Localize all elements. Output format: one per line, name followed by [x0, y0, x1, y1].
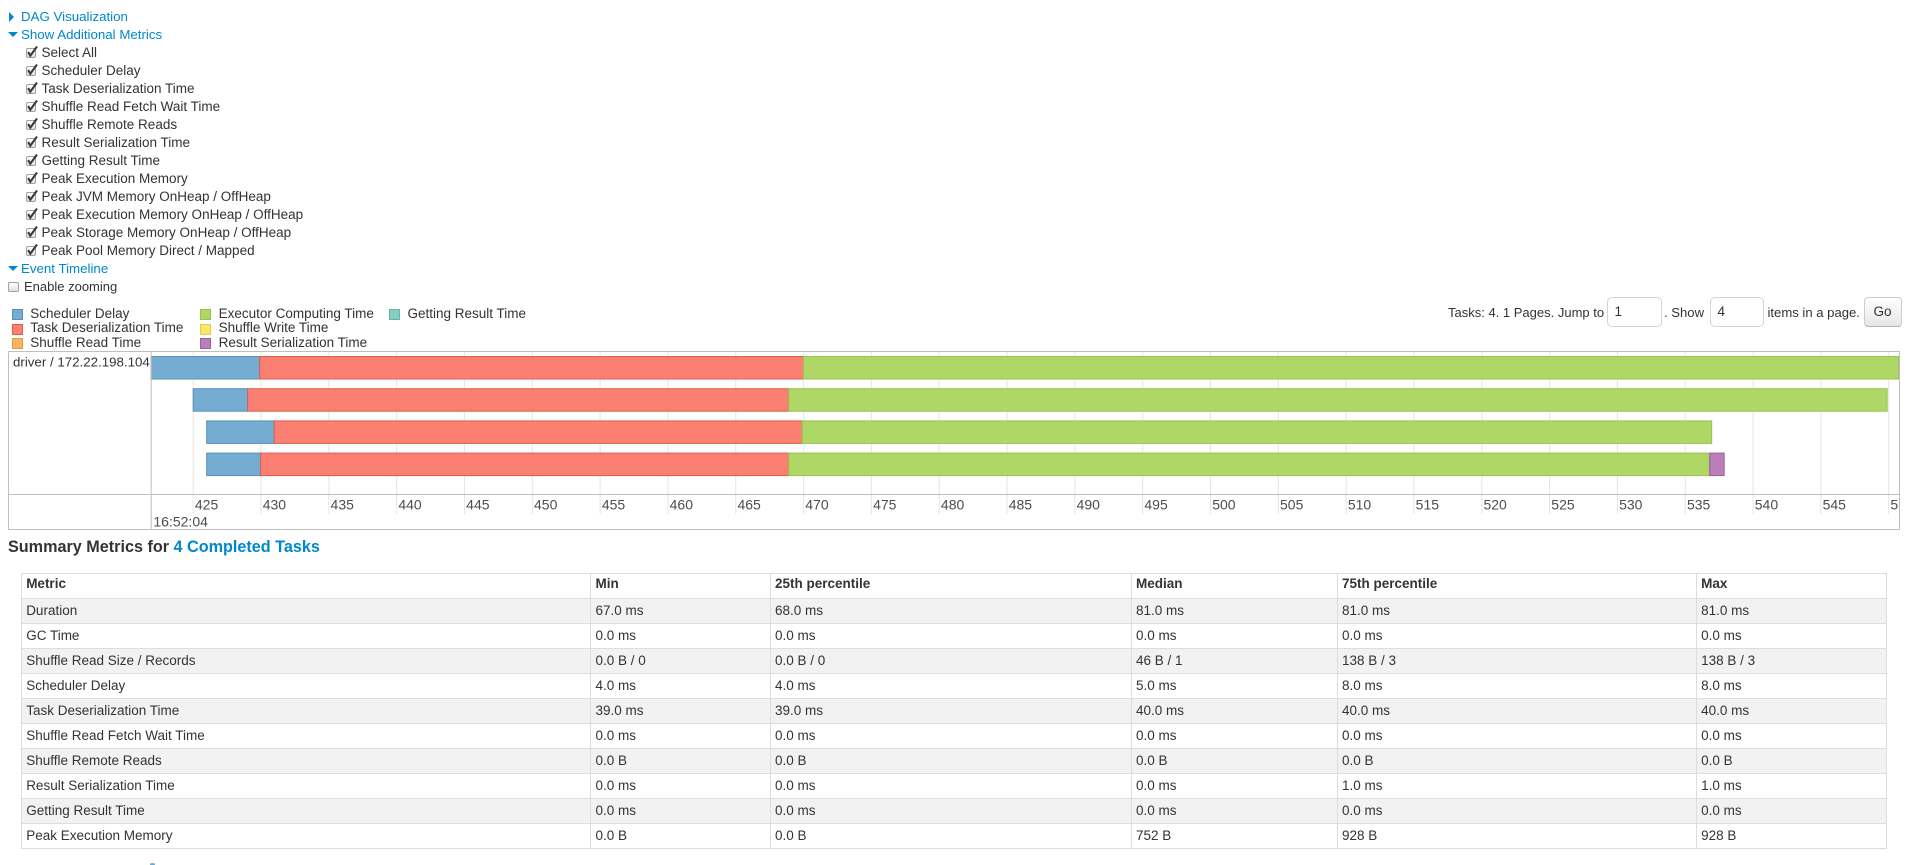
- svg-text:475: 475: [873, 496, 897, 512]
- svg-text:435: 435: [331, 496, 355, 512]
- svg-text:535: 535: [1687, 496, 1711, 512]
- svg-text:525: 525: [1552, 496, 1576, 512]
- svg-text:440: 440: [399, 496, 423, 512]
- svg-text:540: 540: [1755, 496, 1779, 512]
- svg-text:485: 485: [1009, 496, 1033, 512]
- svg-text:530: 530: [1619, 496, 1643, 512]
- svg-text:455: 455: [602, 496, 626, 512]
- svg-text:430: 430: [263, 496, 287, 512]
- svg-text:450: 450: [534, 496, 558, 512]
- svg-text:16:52:04: 16:52:04: [154, 513, 209, 529]
- svg-text:515: 515: [1416, 496, 1440, 512]
- svg-text:445: 445: [466, 496, 490, 512]
- svg-text:5: 5: [1891, 496, 1899, 512]
- svg-text:505: 505: [1280, 496, 1304, 512]
- svg-text:495: 495: [1145, 496, 1169, 512]
- svg-text:500: 500: [1212, 496, 1236, 512]
- svg-text:490: 490: [1077, 496, 1101, 512]
- svg-text:510: 510: [1348, 496, 1372, 512]
- svg-text:driver / 172.22.198.104: driver / 172.22.198.104: [13, 354, 150, 369]
- svg-text:480: 480: [941, 496, 965, 512]
- svg-text:425: 425: [195, 496, 219, 512]
- svg-text:520: 520: [1484, 496, 1508, 512]
- svg-text:460: 460: [670, 496, 694, 512]
- svg-text:470: 470: [806, 496, 830, 512]
- svg-text:545: 545: [1823, 496, 1847, 512]
- svg-text:465: 465: [738, 496, 762, 512]
